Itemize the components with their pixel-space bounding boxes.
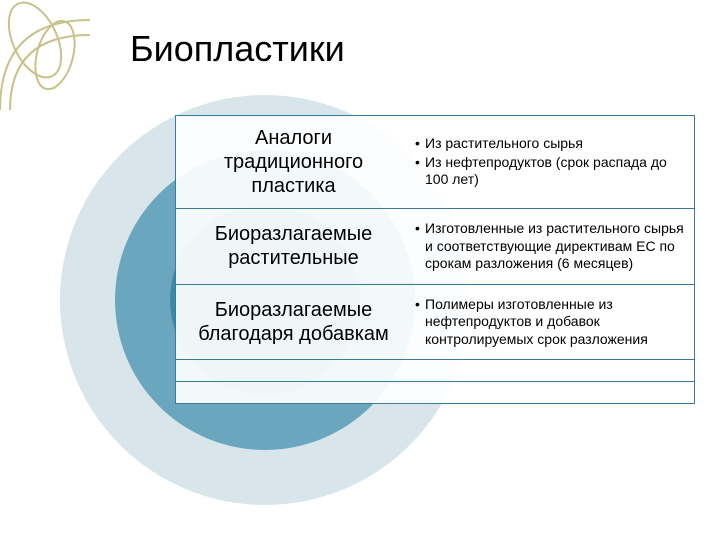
table-row: Биоразлагаемые растительные Изготовленны… <box>175 209 695 285</box>
bullet-item: Из нефтепродуктов (срок распада до 100 л… <box>415 154 686 189</box>
bullet-item: Изготовленные из растительного сырья и с… <box>415 220 686 273</box>
row-heading: Биоразлагаемые благодаря добавкам <box>176 285 411 360</box>
bullet-item: Из растительного сырья <box>415 135 686 153</box>
page-title: Биопластики <box>130 28 345 70</box>
table-row: Аналоги традиционного пластика Из растит… <box>175 115 695 209</box>
table-row: Биоразлагаемые благодаря добавкам Полиме… <box>175 285 695 361</box>
row-details: Полимеры изготовленные из нефтепродуктов… <box>411 285 694 360</box>
table-row-empty <box>175 382 695 404</box>
content-table: Аналоги традиционного пластика Из растит… <box>175 115 695 404</box>
corner-decoration <box>0 0 120 120</box>
row-details: Из растительного сырья Из нефтепродуктов… <box>411 116 694 208</box>
row-heading: Биоразлагаемые растительные <box>176 209 411 284</box>
row-heading: Аналоги традиционного пластика <box>176 116 411 208</box>
bullet-item: Полимеры изготовленные из нефтепродуктов… <box>415 296 686 349</box>
table-row-empty <box>175 360 695 382</box>
row-details: Изготовленные из растительного сырья и с… <box>411 209 694 284</box>
